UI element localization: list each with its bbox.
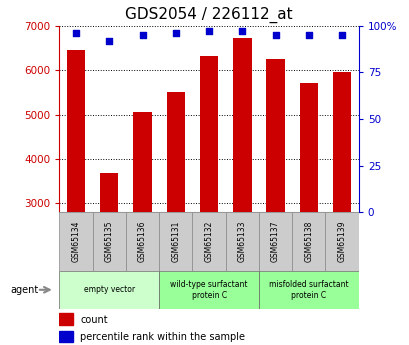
Bar bbox=[92, 212, 126, 271]
Text: GSM65133: GSM65133 bbox=[237, 221, 246, 262]
Point bbox=[272, 32, 278, 38]
Text: GSM65132: GSM65132 bbox=[204, 221, 213, 262]
Bar bbox=[332, 72, 351, 212]
Text: count: count bbox=[80, 315, 108, 325]
Point bbox=[238, 29, 245, 34]
Bar bbox=[292, 212, 325, 271]
Bar bbox=[133, 112, 151, 212]
Bar bbox=[166, 92, 184, 212]
Bar bbox=[159, 212, 192, 271]
Bar bbox=[258, 212, 292, 271]
Bar bbox=[233, 38, 251, 212]
Bar bbox=[192, 212, 225, 271]
Text: GSM65136: GSM65136 bbox=[138, 221, 147, 262]
Bar bbox=[100, 173, 118, 212]
Text: GSM65135: GSM65135 bbox=[105, 221, 114, 262]
Bar bbox=[126, 212, 159, 271]
Bar bbox=[59, 271, 159, 309]
Bar bbox=[59, 331, 73, 342]
Text: GSM65134: GSM65134 bbox=[72, 221, 81, 262]
Text: GSM65131: GSM65131 bbox=[171, 221, 180, 262]
Text: agent: agent bbox=[11, 285, 39, 295]
Point bbox=[338, 32, 344, 38]
Bar bbox=[59, 314, 73, 325]
Title: GDS2054 / 226112_at: GDS2054 / 226112_at bbox=[125, 7, 292, 23]
Bar bbox=[325, 212, 358, 271]
Bar bbox=[159, 271, 258, 309]
Text: wild-type surfactant
protein C: wild-type surfactant protein C bbox=[170, 280, 247, 299]
Point bbox=[106, 38, 112, 43]
Text: GSM65138: GSM65138 bbox=[303, 221, 312, 262]
Text: empty vector: empty vector bbox=[83, 285, 135, 294]
Point bbox=[205, 29, 212, 34]
Text: GSM65139: GSM65139 bbox=[337, 221, 346, 262]
Bar bbox=[225, 212, 258, 271]
Text: misfolded surfactant
protein C: misfolded surfactant protein C bbox=[268, 280, 348, 299]
Point bbox=[305, 32, 311, 38]
Bar bbox=[59, 212, 92, 271]
Bar bbox=[67, 50, 85, 212]
Bar bbox=[258, 271, 358, 309]
Point bbox=[139, 32, 146, 38]
Point bbox=[73, 31, 79, 36]
Point bbox=[172, 31, 179, 36]
Bar bbox=[299, 83, 317, 212]
Text: percentile rank within the sample: percentile rank within the sample bbox=[80, 332, 245, 342]
Bar bbox=[200, 56, 218, 212]
Text: GSM65137: GSM65137 bbox=[270, 221, 279, 262]
Bar bbox=[266, 59, 284, 212]
